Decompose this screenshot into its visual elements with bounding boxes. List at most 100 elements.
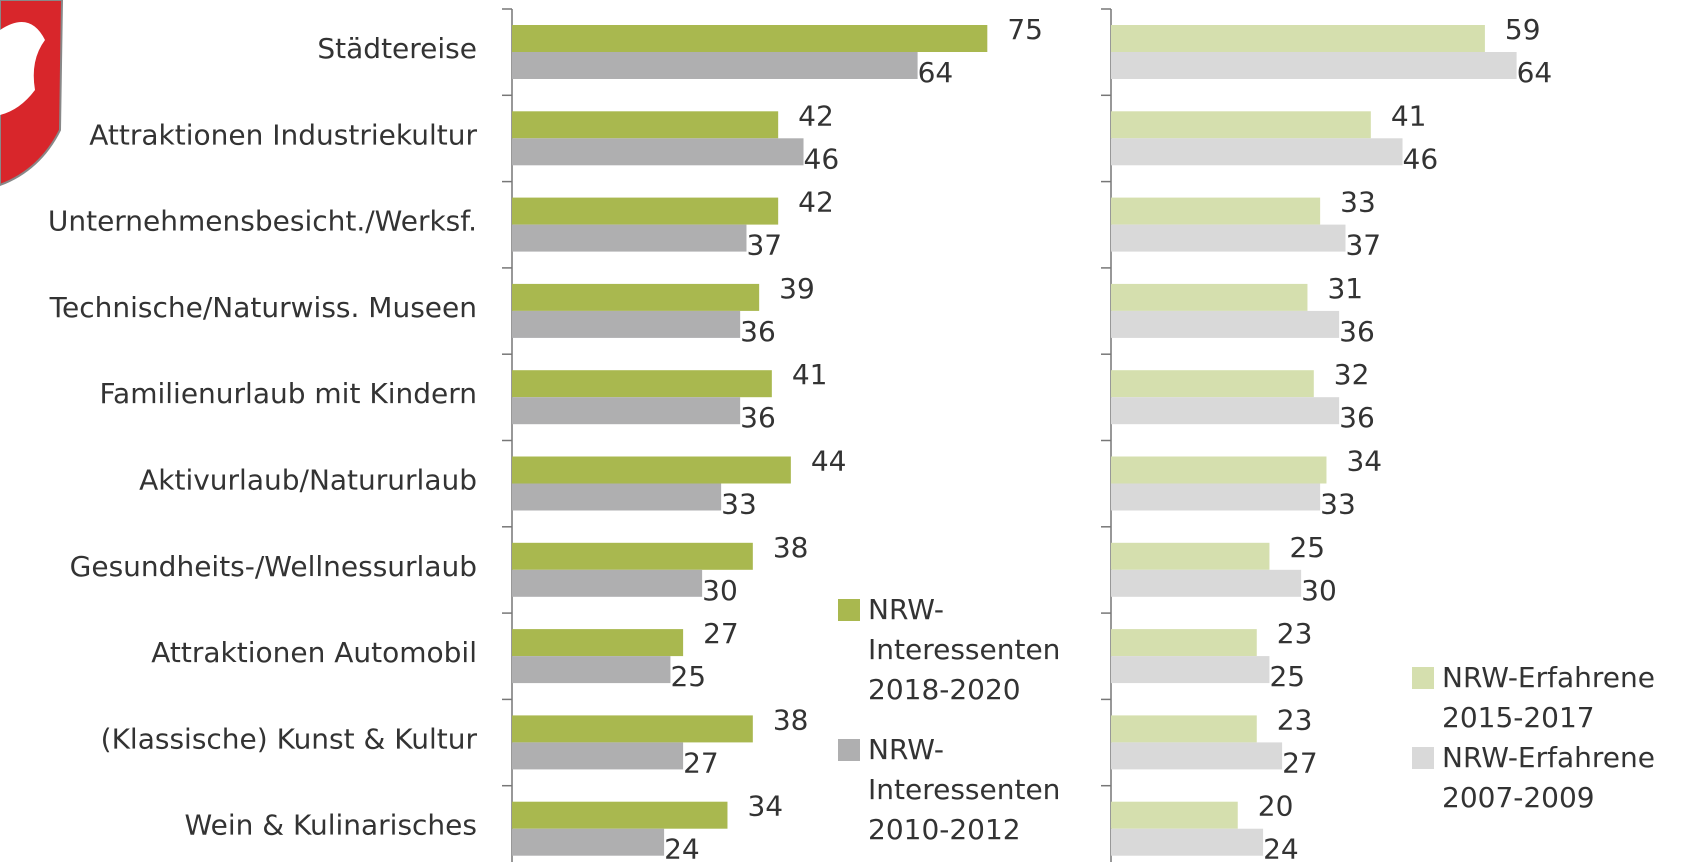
value-label: 37	[1345, 229, 1381, 262]
value-label: 33	[1320, 488, 1356, 521]
legend-swatch	[1412, 747, 1434, 769]
value-label: 20	[1258, 790, 1294, 823]
value-label: 24	[664, 833, 700, 862]
legend-label: NRW-Erfahrene 2007-2009	[1442, 741, 1655, 814]
legend-item: NRW-Interessenten 2010-2012	[838, 730, 1060, 850]
value-label: 23	[1277, 617, 1313, 650]
value-label: 30	[702, 574, 738, 607]
bar	[1111, 569, 1302, 597]
legend-swatch	[1412, 667, 1434, 689]
value-label: 27	[1282, 746, 1318, 779]
value-label: 64	[1517, 56, 1553, 89]
value-label: 59	[1505, 13, 1541, 46]
bar	[1111, 629, 1257, 657]
legend-swatch	[838, 599, 860, 621]
bar	[512, 742, 684, 770]
bar	[512, 25, 988, 52]
bar	[512, 224, 747, 252]
bar	[512, 52, 918, 79]
bar	[512, 310, 741, 338]
bar	[1111, 52, 1517, 79]
value-label: 32	[1334, 358, 1370, 391]
value-label: 41	[1391, 99, 1427, 132]
bar	[1111, 197, 1321, 225]
value-label: 42	[798, 99, 834, 132]
logo-horse	[0, 22, 45, 115]
legend-swatch	[838, 739, 860, 761]
value-label: 24	[1263, 833, 1299, 862]
bar	[1111, 283, 1308, 311]
bar	[512, 828, 665, 856]
value-label: 30	[1301, 574, 1337, 607]
value-label: 38	[773, 531, 809, 564]
value-label: 25	[670, 660, 706, 693]
bar	[1111, 138, 1403, 166]
value-label: 27	[683, 746, 719, 779]
bar	[1111, 828, 1264, 856]
value-label: 46	[804, 142, 840, 175]
category-label: Aktivurlaub/Natururlaub	[139, 464, 477, 497]
legend-item: NRW-Erfahrene 2007-2009	[1412, 738, 1672, 818]
bar	[1111, 111, 1371, 139]
bar	[1111, 310, 1340, 338]
value-label: 46	[1403, 142, 1439, 175]
value-label: 38	[773, 703, 809, 736]
bar	[1111, 456, 1327, 484]
bar	[512, 656, 671, 684]
value-label: 75	[1007, 13, 1043, 46]
category-label: Städtereise	[317, 32, 477, 65]
category-label: Technische/Naturwiss. Museen	[49, 291, 477, 324]
bar	[1111, 715, 1257, 743]
bar	[512, 542, 753, 570]
value-label: 36	[1339, 401, 1375, 434]
legend-item: NRW-Interessenten 2018-2020	[838, 590, 1060, 710]
legend-label: NRW-Erfahrene 2015-2017	[1442, 661, 1655, 734]
legend-item: NRW-Erfahrene 2015-2017	[1412, 658, 1672, 738]
value-label: 25	[1269, 660, 1305, 693]
bar	[512, 397, 741, 425]
bar	[1111, 742, 1283, 770]
value-label: 31	[1327, 272, 1363, 305]
bar	[512, 370, 772, 398]
bar	[1111, 483, 1321, 511]
bar	[512, 801, 728, 829]
category-label: Wein & Kulinarisches	[185, 809, 477, 842]
bar	[512, 715, 753, 743]
value-label: 34	[1346, 445, 1382, 478]
value-label: 33	[721, 488, 757, 521]
bar	[1111, 801, 1238, 829]
bar	[512, 569, 703, 597]
category-label: Familienurlaub mit Kindern	[100, 377, 477, 410]
bar	[512, 138, 804, 166]
bar	[512, 111, 779, 139]
bar	[1111, 656, 1270, 684]
bar	[512, 629, 684, 657]
bar	[512, 197, 779, 225]
category-label: Attraktionen Industriekultur	[89, 118, 477, 151]
value-label: 36	[740, 401, 776, 434]
bar	[1111, 370, 1314, 398]
bar	[1111, 25, 1485, 52]
value-label: 39	[779, 272, 815, 305]
value-label: 25	[1289, 531, 1325, 564]
value-label: 34	[747, 790, 783, 823]
category-label: Unternehmensbesicht./Werksf.	[48, 205, 477, 238]
value-label: 42	[798, 186, 834, 219]
value-label: 41	[792, 358, 828, 391]
bar	[512, 283, 760, 311]
category-label: Gesundheits-/Wellnessurlaub	[70, 550, 477, 583]
legend-label: NRW-Interessenten 2018-2020	[868, 593, 1061, 706]
value-label: 33	[1340, 186, 1376, 219]
bar	[1111, 224, 1346, 252]
bar	[1111, 542, 1270, 570]
value-label: 44	[811, 445, 847, 478]
legend-label: NRW-Interessenten 2010-2012	[868, 733, 1061, 846]
bar	[1111, 397, 1340, 425]
bar	[512, 483, 722, 511]
category-label: Attraktionen Automobil	[151, 636, 477, 669]
category-label: (Klassische) Kunst & Kultur	[101, 722, 478, 755]
value-label: 36	[1339, 315, 1375, 348]
value-label: 27	[703, 617, 739, 650]
